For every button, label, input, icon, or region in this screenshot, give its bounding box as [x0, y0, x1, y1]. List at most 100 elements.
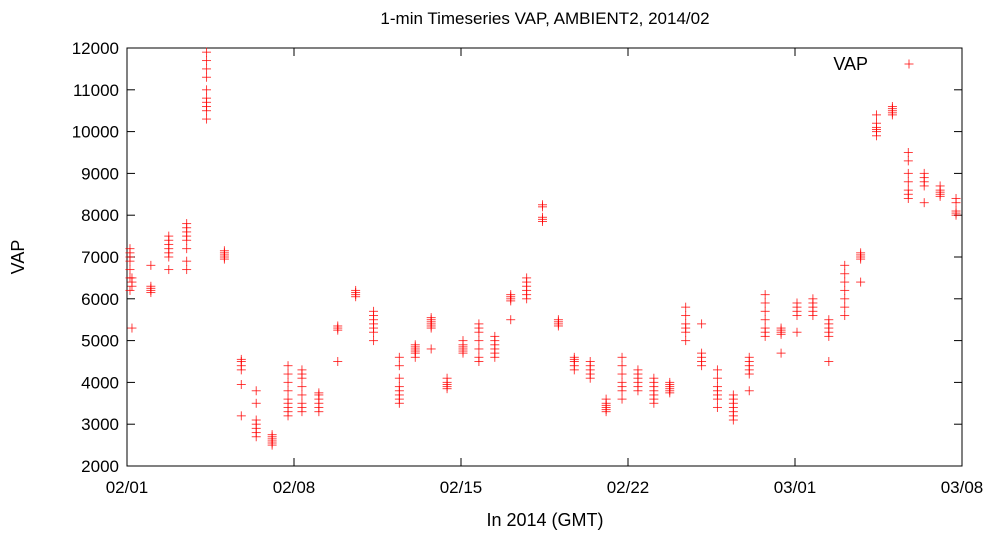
- data-point: [283, 377, 293, 387]
- data-point: [283, 369, 293, 379]
- data-point: [125, 285, 135, 295]
- data-point: [125, 244, 135, 254]
- data-point: [458, 336, 468, 346]
- y-axis: 2000 3000 4000 5000 6000 7000 8000 9000 10000 110…: [72, 39, 962, 476]
- data-point: [202, 93, 212, 103]
- data-point: [808, 294, 818, 304]
- data-point: [665, 377, 675, 387]
- legend: VAP: [833, 54, 914, 74]
- data-point: [681, 319, 691, 329]
- data-point: [840, 285, 850, 295]
- x-tick-label: 02/22: [607, 478, 650, 497]
- x-tick-label: 02/08: [273, 478, 316, 497]
- y-tick-label: 9000: [81, 164, 119, 183]
- data-point: [760, 323, 770, 333]
- data-point: [426, 313, 436, 323]
- data-point: [202, 72, 212, 82]
- data-point: [506, 315, 516, 325]
- data-point: [297, 365, 307, 375]
- data-point: [164, 231, 174, 241]
- data-point: [474, 352, 484, 362]
- y-tick-label: 7000: [81, 248, 119, 267]
- data-point: [760, 298, 770, 308]
- data-point: [394, 352, 404, 362]
- data-point: [267, 430, 277, 440]
- data-point: [202, 47, 212, 57]
- data-point: [681, 311, 691, 321]
- data-point: [792, 298, 802, 308]
- data-point: [490, 331, 500, 341]
- data-point: [840, 260, 850, 270]
- y-axis-label: VAP: [8, 240, 28, 275]
- data-point: [538, 212, 548, 222]
- data-point: [824, 315, 834, 325]
- y-tick-label: 8000: [81, 206, 119, 225]
- data-point: [182, 244, 192, 254]
- data-point: [283, 394, 293, 404]
- data-point: [760, 315, 770, 325]
- data-point: [681, 336, 691, 346]
- data-point: [903, 177, 913, 187]
- data-point: [569, 352, 579, 362]
- data-point: [872, 110, 882, 120]
- data-point: [236, 411, 246, 421]
- data-point: [333, 321, 343, 331]
- x-tick-label: 02/01: [106, 478, 149, 497]
- data-point: [394, 361, 404, 371]
- data-point: [182, 256, 192, 266]
- data-point: [681, 302, 691, 312]
- data-point: [760, 290, 770, 300]
- data-point: [351, 285, 361, 295]
- x-axis: 02/01 02/08 02/15 02/22 03/01 03/08: [106, 48, 984, 497]
- data-point: [164, 265, 174, 275]
- x-tick-label: 02/15: [440, 478, 483, 497]
- data-point: [410, 340, 420, 350]
- data-point: [697, 319, 707, 329]
- data-point: [522, 273, 532, 283]
- data-point: [585, 357, 595, 366]
- data-point: [146, 281, 156, 291]
- data-point: [127, 323, 137, 333]
- data-point: [236, 379, 246, 389]
- data-point: [369, 306, 379, 316]
- y-tick-label: 3000: [81, 415, 119, 434]
- y-tick-label: 5000: [81, 332, 119, 351]
- data-point: [394, 382, 404, 392]
- data-point: [935, 181, 945, 191]
- data-point: [840, 277, 850, 287]
- y-tick-label: 2000: [81, 457, 119, 476]
- data-point: [297, 390, 307, 400]
- data-point: [792, 327, 802, 337]
- data-point: [202, 56, 212, 66]
- data-point: [903, 185, 913, 195]
- data-point: [919, 198, 929, 208]
- y-tick-label: 12000: [72, 39, 119, 58]
- data-point: [617, 377, 627, 387]
- data-point: [125, 265, 135, 275]
- data-point: [744, 352, 754, 362]
- data-point: [760, 306, 770, 316]
- data-point: [506, 290, 516, 300]
- data-point: [824, 357, 834, 366]
- data-point: [617, 352, 627, 362]
- data-point: [840, 294, 850, 304]
- x-axis-label: In 2014 (GMT): [486, 510, 603, 530]
- data-point: [919, 168, 929, 178]
- legend-marker-vap: [904, 59, 914, 69]
- data-point: [251, 386, 261, 396]
- legend-label-vap: VAP: [833, 54, 868, 74]
- data-point: [297, 382, 307, 392]
- data-point: [633, 365, 643, 375]
- data-point: [182, 219, 192, 229]
- data-point: [369, 336, 379, 346]
- data-point: [202, 85, 212, 95]
- data-point: [872, 118, 882, 128]
- data-point: [553, 315, 563, 325]
- data-point: [776, 348, 786, 358]
- x-tick-label: 03/08: [941, 478, 984, 497]
- data-point: [251, 415, 261, 425]
- data-point: [712, 382, 722, 392]
- chart-title: 1-min Timeseries VAP, AMBIENT2, 2014/02: [380, 9, 709, 28]
- data-point: [426, 344, 436, 354]
